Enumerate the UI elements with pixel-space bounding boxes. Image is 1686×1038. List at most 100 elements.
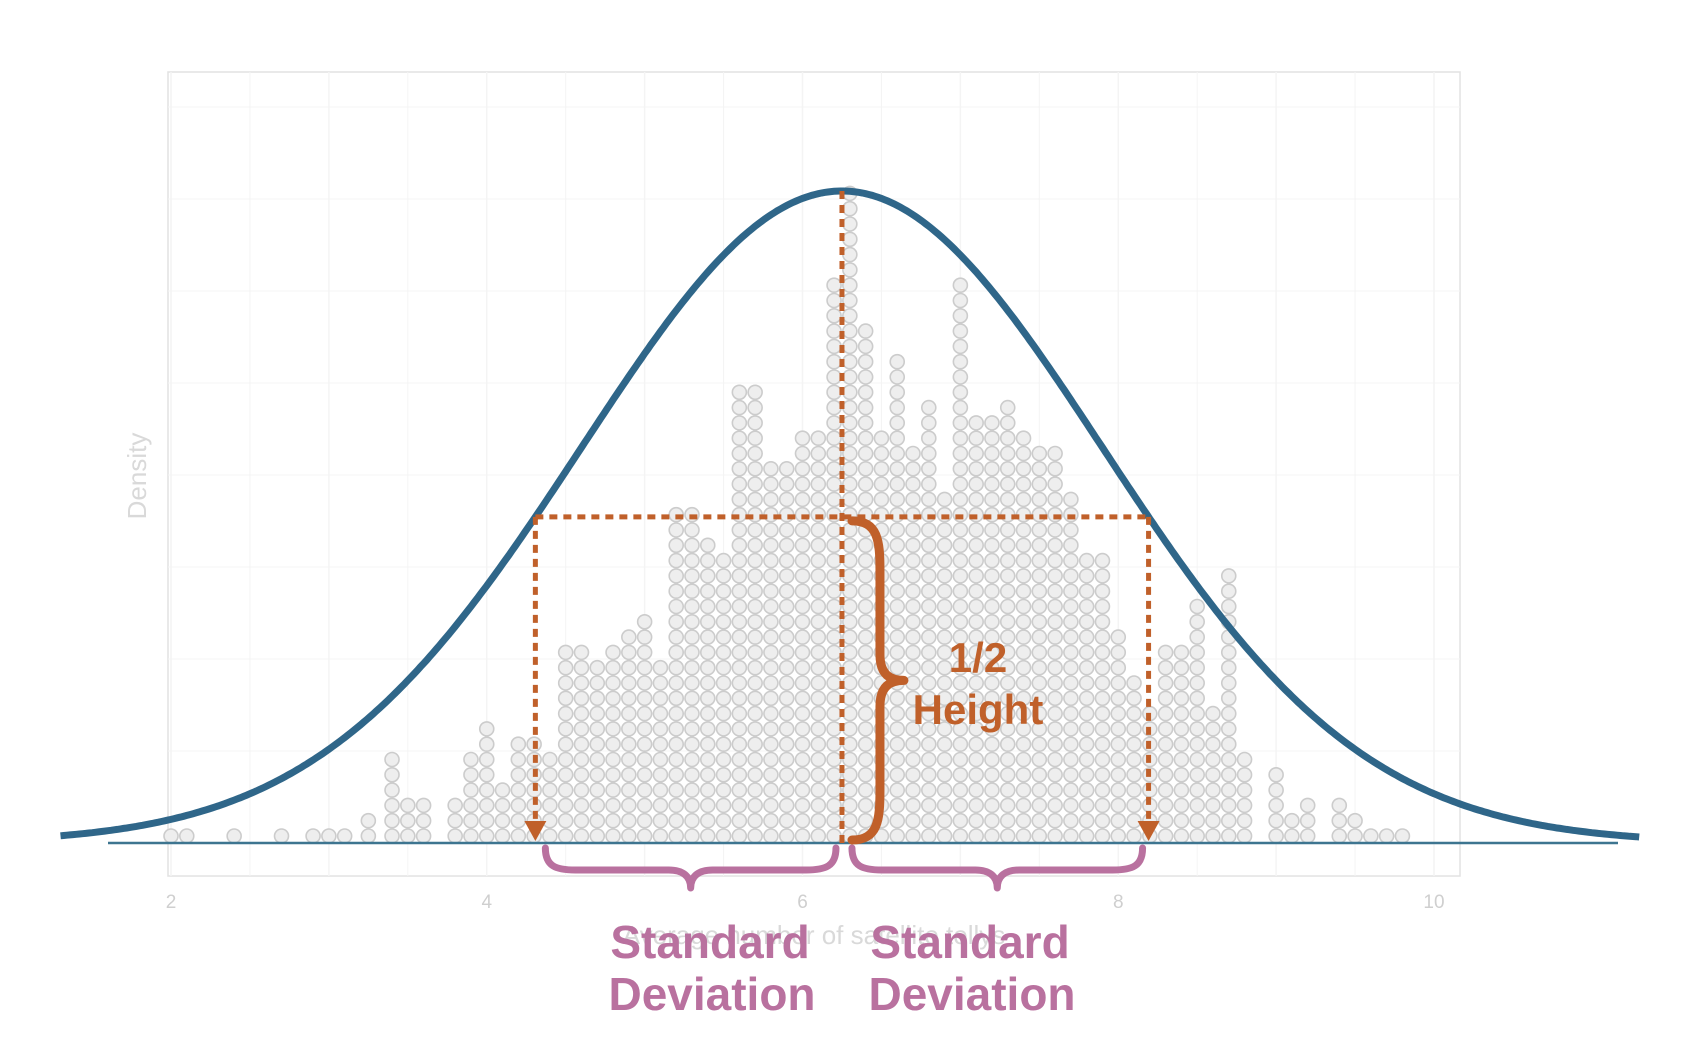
dot: [1126, 782, 1142, 798]
dot: [1031, 828, 1048, 844]
dot: [763, 552, 779, 569]
dot: [810, 721, 827, 737]
dot: [589, 828, 606, 844]
dot: [842, 782, 858, 798]
dot: [905, 568, 921, 584]
dot: [999, 736, 1016, 753]
dot: [747, 568, 763, 584]
dot: [794, 430, 811, 447]
dot: [984, 690, 1000, 707]
dot: [794, 568, 811, 584]
dot: [652, 751, 669, 768]
dot: [1063, 644, 1079, 661]
dot: [952, 369, 969, 385]
dot: [794, 782, 811, 798]
dot: [857, 369, 874, 385]
dot: [984, 415, 1000, 431]
dot: [999, 598, 1016, 615]
dot: [557, 736, 574, 753]
dot: [589, 812, 606, 829]
dot: [810, 476, 827, 492]
dot: [1094, 552, 1111, 569]
dot: [715, 721, 732, 737]
dot: [936, 613, 953, 630]
dot: [984, 460, 1000, 477]
dot: [999, 430, 1016, 447]
right-sd-label-line1: Standard: [870, 916, 1069, 968]
dot: [952, 338, 969, 355]
dot: [826, 751, 842, 768]
dot: [857, 675, 874, 691]
dot: [952, 277, 969, 294]
dot: [794, 751, 811, 768]
dot: [699, 766, 716, 783]
dot: [542, 828, 558, 844]
dot: [920, 828, 937, 844]
dot: [1078, 598, 1095, 615]
dot: [1157, 736, 1174, 753]
dot: [715, 644, 732, 661]
dot: [999, 690, 1016, 707]
dot: [573, 797, 590, 814]
dot: [731, 705, 748, 722]
left-arrow-head: [524, 821, 547, 841]
dot: [826, 812, 842, 829]
dot: [1110, 782, 1127, 798]
dot: [1063, 552, 1079, 569]
dot: [1205, 721, 1221, 737]
dot: [999, 537, 1016, 554]
dot: [920, 568, 937, 584]
dot: [936, 552, 953, 569]
dot: [905, 583, 921, 600]
dot: [463, 782, 479, 798]
dot: [715, 583, 732, 600]
dot: [1015, 782, 1032, 798]
dot: [1157, 659, 1174, 676]
dot: [794, 598, 811, 615]
dot: [1015, 690, 1032, 707]
dot: [1063, 766, 1079, 783]
dot: [1157, 644, 1174, 661]
dot: [952, 797, 969, 814]
dot: [1015, 445, 1032, 462]
dot: [905, 460, 921, 477]
dot: [668, 568, 685, 584]
dot: [1078, 644, 1095, 661]
dot: [920, 782, 937, 798]
dot: [668, 782, 685, 798]
dot: [542, 751, 558, 768]
dot: [731, 675, 748, 691]
dot: [763, 659, 779, 676]
dot: [731, 552, 748, 569]
dot: [684, 659, 700, 676]
dot: [857, 568, 874, 584]
dot: [1126, 690, 1142, 707]
dot: [731, 598, 748, 615]
dot: [731, 751, 748, 768]
dot: [763, 797, 779, 814]
dot: [842, 675, 858, 691]
dot: [684, 812, 700, 829]
dot: [715, 766, 732, 783]
left-sd-label-line2: Deviation: [608, 968, 815, 1020]
dot: [1063, 522, 1079, 538]
dot: [984, 659, 1000, 676]
dot: [968, 460, 984, 477]
dot: [826, 675, 842, 691]
dot: [731, 629, 748, 645]
dot: [763, 476, 779, 492]
dot: [684, 522, 700, 538]
dot: [1063, 828, 1079, 844]
dot: [668, 613, 685, 630]
dot: [684, 644, 700, 661]
dot: [1220, 644, 1237, 661]
dot: [857, 782, 874, 798]
dot: [731, 736, 748, 753]
dot: [731, 522, 748, 538]
dot: [605, 736, 621, 753]
dot: [747, 736, 763, 753]
dot: [778, 629, 795, 645]
dot: [699, 598, 716, 615]
dot: [810, 522, 827, 538]
dot: [1078, 659, 1095, 676]
